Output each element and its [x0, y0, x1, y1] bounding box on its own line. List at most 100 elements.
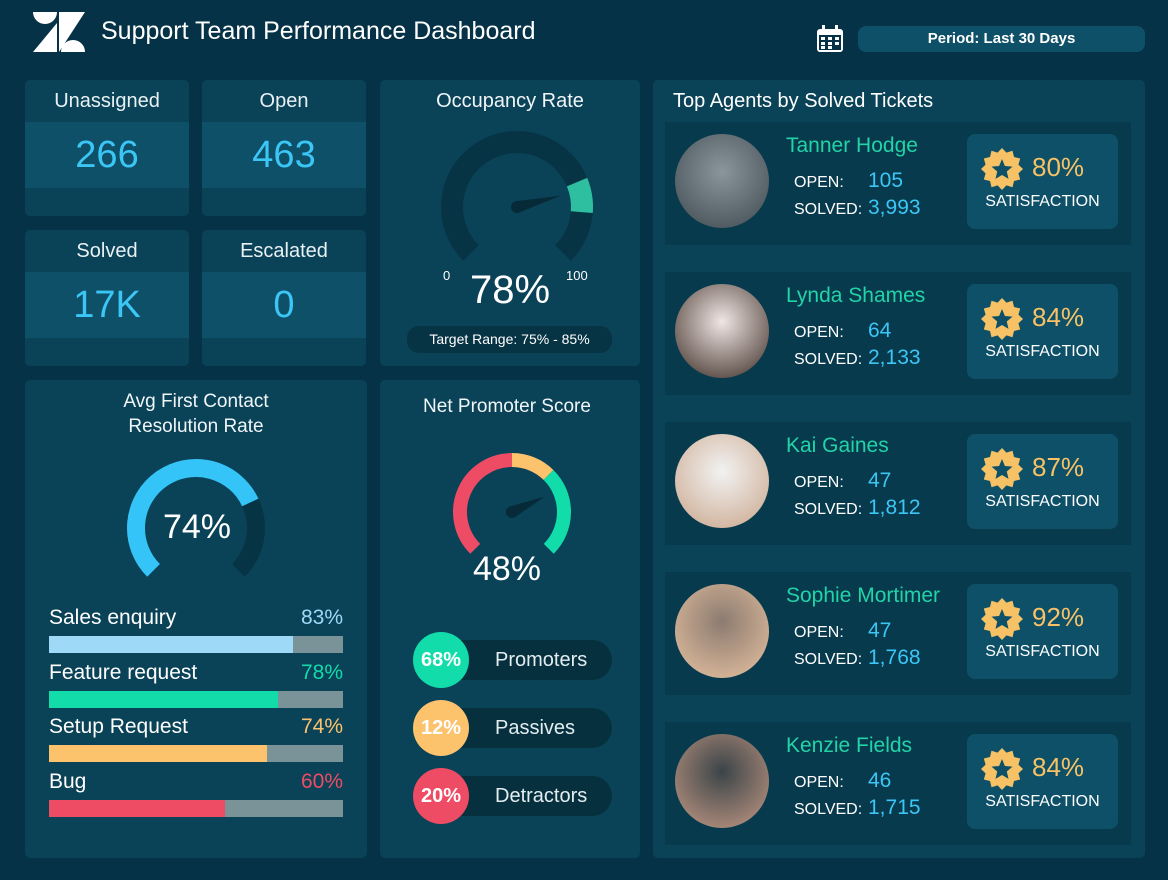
- occupancy-panel: Occupancy Rate 0 100 78% Target Range: 7…: [380, 80, 640, 366]
- tile-value: 17K: [25, 272, 189, 338]
- avatar: [675, 434, 769, 528]
- bar-label: Bug: [49, 769, 87, 793]
- star-badge-icon: [981, 748, 1023, 790]
- satisfaction-label: SATISFACTION: [985, 343, 1100, 360]
- satisfaction-value: 80%: [1032, 152, 1085, 182]
- satisfaction-value: 84%: [1032, 302, 1085, 332]
- bar-percent: 83%: [300, 606, 343, 629]
- nps-segment: [543, 469, 571, 554]
- bar-percent: 74%: [300, 715, 343, 738]
- tile-solved[interactable]: Solved 17K: [25, 230, 189, 366]
- satisfaction-box: 92% SATISFACTION: [967, 584, 1118, 679]
- gauge-fill: [127, 459, 259, 577]
- avatar: [675, 284, 769, 378]
- avatar: [675, 734, 769, 828]
- gauge-max: 100: [566, 268, 588, 283]
- bar-track: [49, 690, 343, 708]
- bar-track: [49, 745, 343, 762]
- open-count: 47: [868, 619, 892, 642]
- star-badge-icon: [981, 598, 1023, 640]
- bar-track: [49, 636, 343, 653]
- star-badge-icon: [981, 448, 1023, 490]
- nps-value: 48%: [472, 550, 542, 588]
- nps-segment: [511, 453, 554, 481]
- agent-card[interactable]: Kai Gaines OPEN: 47 SOLVED: 1,812 87% SA…: [665, 422, 1131, 545]
- satisfaction-label: SATISFACTION: [985, 643, 1100, 660]
- nps-label: Detractors: [495, 785, 588, 807]
- nps-segment: [453, 453, 513, 554]
- satisfaction-label: SATISFACTION: [985, 793, 1100, 810]
- open-label: OPEN:: [794, 774, 844, 791]
- avatar: [675, 584, 769, 678]
- target-band: [566, 177, 593, 213]
- bar-percent: 78%: [300, 660, 343, 684]
- agent-card[interactable]: Kenzie Fields OPEN: 46 SOLVED: 1,715 84%…: [665, 722, 1131, 845]
- gauge-needle: [511, 195, 561, 213]
- fcr-title-line1: Avg First Contact: [123, 391, 269, 412]
- tile-value: 266: [25, 122, 189, 188]
- tile-label: Unassigned: [54, 90, 160, 112]
- period-selector[interactable]: Period: Last 30 Days: [858, 26, 1145, 52]
- solved-label: SOLVED:: [794, 201, 863, 218]
- satisfaction-label: SATISFACTION: [985, 493, 1100, 510]
- occupancy-title: Occupancy Rate: [436, 90, 584, 112]
- nps-promoters: 68% Promoters: [413, 632, 612, 688]
- solved-label: SOLVED:: [794, 501, 863, 518]
- tile-value: 463: [202, 122, 366, 188]
- tile-label: Escalated: [240, 240, 328, 262]
- calendar-icon[interactable]: [816, 25, 844, 53]
- tile-unassigned[interactable]: Unassigned 266: [25, 80, 189, 216]
- agent-name: Kai Gaines: [786, 434, 889, 457]
- open-count: 105: [868, 169, 904, 192]
- fcr-title-line2: Resolution Rate: [128, 416, 264, 437]
- nps-percent: 12%: [413, 700, 469, 756]
- gauge-needle: [506, 496, 545, 518]
- open-label: OPEN:: [794, 624, 844, 641]
- nps-percent: 68%: [413, 632, 469, 688]
- satisfaction-value: 87%: [1032, 452, 1085, 482]
- open-count: 47: [868, 469, 892, 492]
- bar-label: Feature request: [49, 660, 198, 684]
- open-label: OPEN:: [794, 324, 844, 341]
- nps-detractors: 20% Detractors: [413, 768, 612, 824]
- bar-fill: [49, 636, 294, 653]
- fcr-panel: Avg First Contact Resolution Rate 74% Sa…: [25, 380, 367, 858]
- occupancy-gauge: [441, 131, 593, 261]
- agent-card[interactable]: Tanner Hodge OPEN: 105 SOLVED: 3,993 80%…: [665, 122, 1131, 245]
- page-title: Support Team Performance Dashboard: [101, 17, 536, 45]
- bar-fill: [49, 745, 267, 762]
- satisfaction-box: 87% SATISFACTION: [967, 434, 1118, 529]
- satisfaction-value: 84%: [1032, 752, 1085, 782]
- agent-name: Lynda Shames: [786, 284, 926, 307]
- occupancy-value: 78%: [469, 268, 551, 312]
- satisfaction-label: SATISFACTION: [985, 193, 1100, 210]
- agent-name: Sophie Mortimer: [786, 584, 941, 607]
- tile-open[interactable]: Open 463: [202, 80, 366, 216]
- nps-panel: Net Promoter Score 48% 68% Promoters 12%…: [380, 380, 640, 858]
- solved-count: 1,812: [868, 496, 921, 519]
- bar-percent: 60%: [300, 769, 343, 793]
- solved-count: 1,715: [868, 796, 921, 819]
- open-label: OPEN:: [794, 474, 844, 491]
- tile-escalated[interactable]: Escalated 0: [202, 230, 366, 366]
- zendesk-logo: [33, 12, 85, 52]
- nps-label: Promoters: [495, 649, 588, 671]
- star-badge-icon: [981, 298, 1023, 340]
- satisfaction-value: 92%: [1032, 602, 1085, 632]
- gauge-min: 0: [443, 268, 451, 283]
- bar-label: Sales enquiry: [49, 606, 177, 629]
- solved-count: 1,768: [868, 646, 921, 669]
- open-label: OPEN:: [794, 174, 844, 191]
- agent-card[interactable]: Lynda Shames OPEN: 64 SOLVED: 2,133 84% …: [665, 272, 1131, 395]
- agent-card[interactable]: Sophie Mortimer OPEN: 47 SOLVED: 1,768 9…: [665, 572, 1131, 695]
- solved-count: 3,993: [868, 196, 921, 219]
- fcr-value: 74%: [162, 508, 232, 546]
- tile-label: Solved: [76, 240, 138, 262]
- bar-label: Setup Request: [49, 715, 188, 738]
- agents-title: Top Agents by Solved Tickets: [673, 90, 934, 112]
- open-count: 64: [868, 319, 892, 342]
- bar-track: [49, 799, 343, 817]
- tile-value: 0: [202, 272, 366, 338]
- nps-label: Passives: [495, 717, 576, 739]
- agents-panel: Top Agents by Solved Tickets Tanner Hodg…: [653, 80, 1145, 858]
